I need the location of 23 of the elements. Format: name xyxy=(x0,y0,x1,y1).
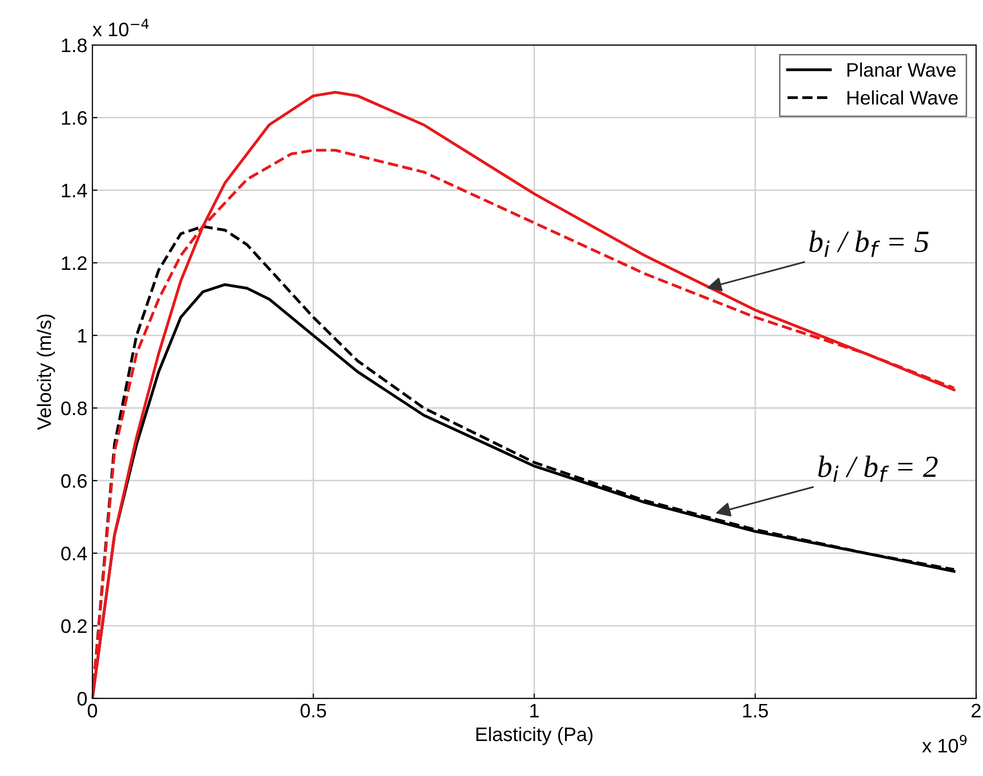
x-tick-label: 1.5 xyxy=(743,704,768,718)
y-tick-label: 1.2 xyxy=(62,256,87,270)
annotation: b$_{i}$ / b$_{f}$ = 2 xyxy=(818,456,938,482)
x-tick-label: 1 xyxy=(530,704,539,718)
y-tick-label: 1.6 xyxy=(62,111,87,125)
text: x 10$^{9}$ xyxy=(922,734,967,753)
x-axis-title: Elasticity (Pa) xyxy=(476,726,592,746)
y-tick-label: 0 xyxy=(77,692,87,706)
x-tick-label: 0.5 xyxy=(300,704,326,718)
x-tick-label: 0 xyxy=(88,704,98,718)
y-tick-label: 0.2 xyxy=(61,619,87,634)
y-tick-label: 0.6 xyxy=(61,474,87,488)
y-axis-title: Velocity (m/s) xyxy=(36,314,55,430)
x-tick-label: 2 xyxy=(972,704,981,718)
legend-label: Helical Wave xyxy=(847,90,958,105)
y-tick-label: 1.4 xyxy=(62,184,87,198)
text: x 10$^{−4}$ xyxy=(92,18,149,36)
y-tick-label: 1.8 xyxy=(62,38,87,52)
y-tick-label: 0.4 xyxy=(61,546,87,560)
legend-label: Planar Wave xyxy=(847,62,956,77)
y-tick-label: 0.8 xyxy=(61,401,87,416)
y-tick-label: 1 xyxy=(78,329,87,342)
annotation: b$_{i}$ / b$_{f}$ = 5 xyxy=(809,230,929,257)
